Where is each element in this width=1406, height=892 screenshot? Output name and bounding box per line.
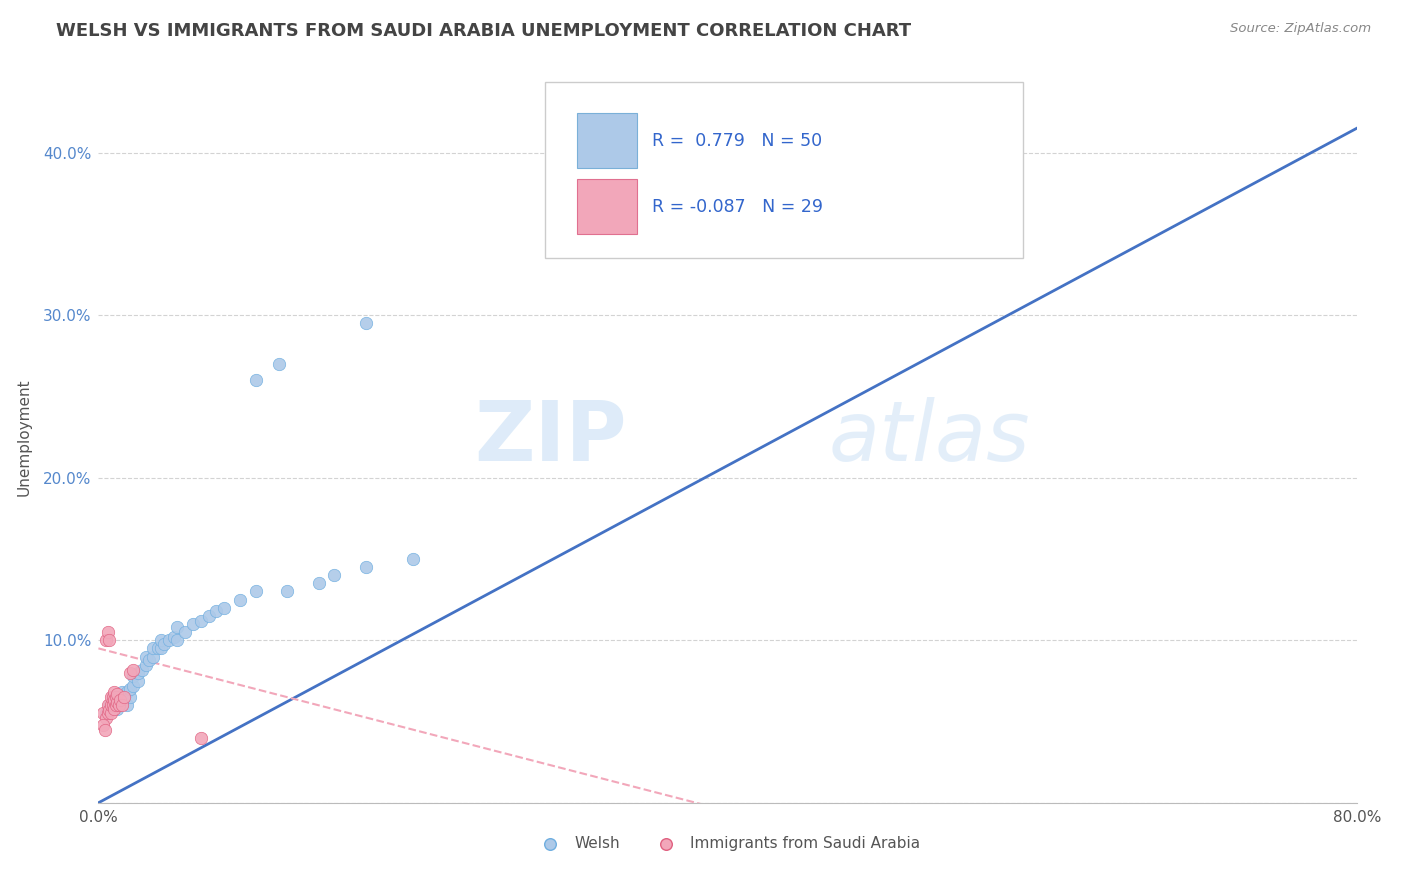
Point — [96, 633, 118, 648]
Point — [111, 698, 134, 713]
Text: Source: ZipAtlas.com: Source: ZipAtlas.com — [1230, 22, 1371, 36]
Point — [93, 723, 115, 737]
Point — [131, 663, 153, 677]
Point — [354, 316, 377, 330]
Point — [105, 695, 128, 709]
Point — [97, 625, 120, 640]
Point — [96, 711, 118, 725]
Point — [166, 620, 188, 634]
Point — [127, 673, 149, 688]
Point — [174, 625, 197, 640]
Point — [150, 633, 173, 648]
Text: R =  0.779   N = 50: R = 0.779 N = 50 — [652, 132, 823, 150]
Point — [112, 690, 135, 705]
Point — [122, 679, 145, 693]
FancyBboxPatch shape — [576, 179, 637, 234]
Point — [108, 698, 131, 713]
Point — [135, 649, 157, 664]
Point — [142, 649, 165, 664]
Y-axis label: Unemployment: Unemployment — [17, 378, 32, 496]
Point — [606, 227, 628, 241]
Point — [245, 373, 267, 387]
Point — [205, 604, 228, 618]
Point — [122, 669, 145, 683]
Text: atlas: atlas — [828, 397, 1031, 477]
Point — [104, 690, 127, 705]
Point — [104, 698, 127, 713]
Point — [98, 633, 121, 648]
Point — [269, 357, 291, 371]
Point — [111, 685, 134, 699]
Point — [100, 698, 122, 713]
Point — [323, 568, 346, 582]
Point — [308, 576, 330, 591]
Point — [103, 701, 125, 715]
Point — [98, 698, 121, 713]
Point — [96, 706, 118, 721]
Point — [101, 690, 124, 705]
Point — [157, 633, 180, 648]
Point — [138, 653, 160, 667]
Point — [122, 663, 145, 677]
Point — [101, 698, 124, 713]
Text: WELSH VS IMMIGRANTS FROM SAUDI ARABIA UNEMPLOYMENT CORRELATION CHART: WELSH VS IMMIGRANTS FROM SAUDI ARABIA UN… — [56, 22, 911, 40]
Point — [142, 641, 165, 656]
FancyBboxPatch shape — [576, 113, 637, 169]
Point — [105, 693, 128, 707]
Point — [166, 633, 188, 648]
Point — [163, 630, 186, 644]
Point — [112, 690, 135, 705]
Point — [402, 552, 425, 566]
Point — [276, 584, 298, 599]
Point — [105, 687, 128, 701]
Point — [100, 690, 122, 705]
Point — [103, 698, 125, 713]
Point — [98, 703, 121, 717]
Legend: Welsh, Immigrants from Saudi Arabia: Welsh, Immigrants from Saudi Arabia — [529, 830, 927, 857]
Point — [354, 560, 377, 574]
Point — [190, 614, 212, 628]
Point — [214, 600, 236, 615]
Text: R = -0.087   N = 29: R = -0.087 N = 29 — [652, 198, 823, 216]
Text: ZIP: ZIP — [474, 397, 627, 477]
Point — [97, 706, 120, 721]
Point — [108, 698, 131, 713]
Point — [127, 665, 149, 680]
Point — [197, 608, 219, 623]
Point — [229, 592, 252, 607]
Point — [115, 698, 138, 713]
Point — [190, 731, 212, 745]
FancyBboxPatch shape — [546, 82, 1024, 258]
Point — [91, 706, 114, 721]
Point — [150, 641, 173, 656]
Point — [148, 641, 170, 656]
Point — [115, 685, 138, 699]
Point — [110, 693, 132, 707]
Point — [153, 636, 176, 650]
Point — [245, 584, 267, 599]
Point — [118, 681, 141, 696]
Point — [118, 690, 141, 705]
Point — [103, 690, 125, 705]
Point — [103, 693, 125, 707]
Point — [91, 718, 114, 732]
Point — [118, 665, 141, 680]
Point — [105, 701, 128, 715]
Point — [103, 685, 125, 699]
Point — [100, 706, 122, 721]
Point — [97, 698, 120, 713]
Point — [181, 617, 204, 632]
Point — [111, 695, 134, 709]
Point — [135, 657, 157, 672]
Point — [100, 701, 122, 715]
